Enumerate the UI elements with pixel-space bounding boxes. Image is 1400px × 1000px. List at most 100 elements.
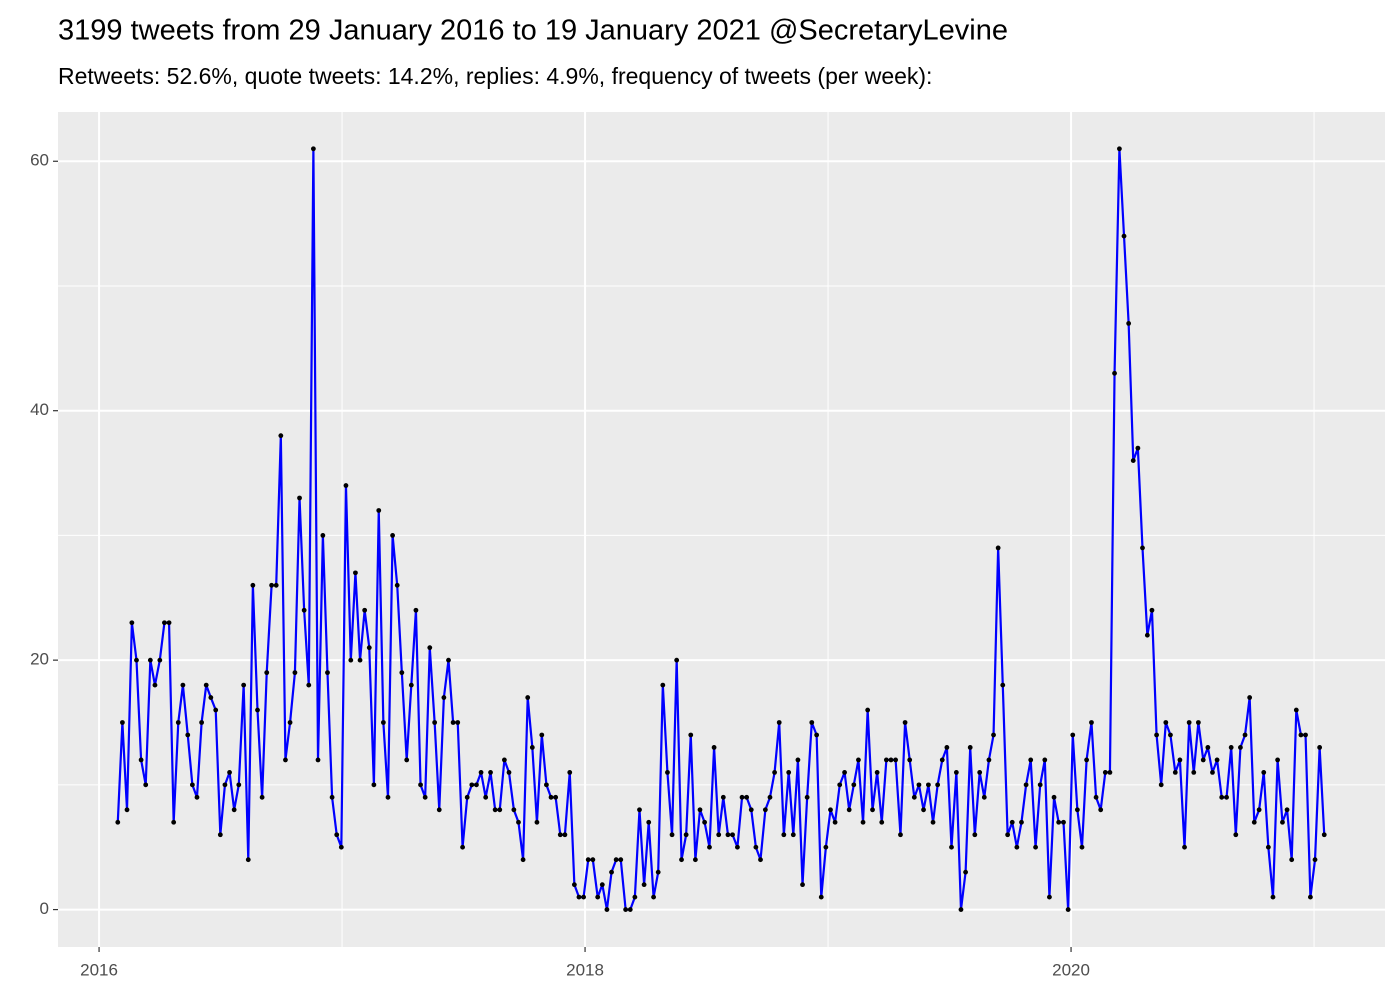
point xyxy=(1014,844,1020,850)
point xyxy=(786,769,792,775)
point xyxy=(818,894,824,900)
point xyxy=(898,832,903,838)
point xyxy=(911,794,917,800)
point xyxy=(152,682,158,688)
point xyxy=(236,782,242,788)
point xyxy=(539,732,545,738)
point xyxy=(320,533,326,538)
point xyxy=(1037,782,1043,788)
point xyxy=(199,720,205,725)
point xyxy=(334,832,340,838)
point xyxy=(893,757,899,763)
point xyxy=(1195,720,1201,725)
point xyxy=(250,582,256,588)
point xyxy=(842,769,847,775)
point xyxy=(287,720,293,725)
point xyxy=(418,782,423,788)
point xyxy=(930,819,936,825)
point xyxy=(1289,857,1295,863)
y-tick-label: 40 xyxy=(30,400,49,419)
point xyxy=(1074,807,1080,813)
point xyxy=(408,682,414,688)
point xyxy=(725,832,731,838)
point xyxy=(259,794,265,800)
point xyxy=(921,807,926,813)
point xyxy=(353,570,358,576)
point xyxy=(632,894,638,900)
point xyxy=(371,782,377,788)
point xyxy=(208,695,214,700)
point xyxy=(464,794,470,800)
point xyxy=(1265,844,1271,850)
point xyxy=(264,670,270,676)
point xyxy=(283,757,288,763)
point xyxy=(1140,545,1145,551)
point xyxy=(427,645,433,651)
point xyxy=(716,832,722,838)
point xyxy=(679,857,684,863)
point xyxy=(590,857,596,863)
point xyxy=(1144,632,1150,638)
point xyxy=(655,869,661,875)
point xyxy=(599,882,605,888)
point xyxy=(814,732,820,738)
point xyxy=(1154,732,1159,738)
point xyxy=(1205,745,1211,750)
point xyxy=(366,645,372,651)
point xyxy=(469,782,475,788)
point xyxy=(385,794,391,800)
point xyxy=(707,844,712,850)
point xyxy=(902,720,908,725)
point xyxy=(180,682,186,688)
point xyxy=(432,720,438,725)
point xyxy=(269,582,274,588)
point xyxy=(1000,682,1006,688)
point xyxy=(520,857,526,863)
point xyxy=(1247,695,1253,700)
point xyxy=(357,657,363,663)
point xyxy=(1005,832,1011,838)
point xyxy=(809,720,815,725)
point xyxy=(1107,769,1113,775)
point xyxy=(1042,757,1048,763)
point xyxy=(455,720,461,725)
point xyxy=(1317,745,1323,750)
point xyxy=(529,745,535,750)
point xyxy=(138,757,144,763)
point xyxy=(338,844,344,850)
point xyxy=(1117,146,1122,152)
point xyxy=(422,794,428,800)
point xyxy=(1112,370,1117,376)
point xyxy=(870,807,875,813)
point xyxy=(516,819,521,825)
point xyxy=(306,682,312,688)
point xyxy=(436,807,442,813)
point xyxy=(735,844,740,850)
point xyxy=(720,794,726,800)
point xyxy=(273,582,279,588)
point xyxy=(343,483,349,488)
point xyxy=(949,844,954,850)
point xyxy=(977,769,983,775)
point xyxy=(1233,832,1239,838)
point xyxy=(697,807,703,813)
point xyxy=(511,807,517,813)
point xyxy=(1270,894,1276,900)
point xyxy=(1214,757,1220,763)
point xyxy=(376,508,382,513)
point xyxy=(441,695,447,700)
x-tick-label: 2016 xyxy=(80,960,118,979)
point xyxy=(1182,844,1187,850)
point xyxy=(744,794,750,800)
point xyxy=(1126,321,1132,326)
point xyxy=(767,794,773,800)
point xyxy=(1070,732,1076,738)
point xyxy=(1308,894,1313,900)
point xyxy=(832,819,838,825)
point xyxy=(604,907,610,912)
point xyxy=(1102,769,1108,775)
point xyxy=(1224,794,1229,800)
point xyxy=(762,807,768,813)
point xyxy=(967,745,973,750)
